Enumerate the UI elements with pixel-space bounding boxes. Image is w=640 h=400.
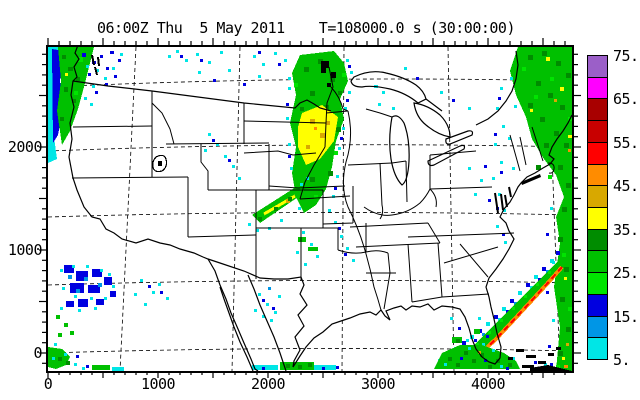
colorbar-swatch <box>587 315 608 339</box>
precip-gulf-bands <box>252 345 553 370</box>
precip-texas-specks <box>254 287 281 322</box>
colorbar-tick-label: 75. <box>613 47 639 65</box>
colorbar-tick-label: 55. <box>613 133 639 152</box>
colorbar-tick-label: 35. <box>613 220 639 239</box>
x-axis-tick-label: 1000 <box>140 375 176 393</box>
lakes-and-islands-filled <box>91 54 572 371</box>
great-lakes <box>350 71 474 186</box>
precip-colorado-specks <box>204 133 241 180</box>
colorbar-swatch <box>587 76 608 100</box>
colorbar-swatch <box>587 207 608 230</box>
y-axis-tick-label: 2000 <box>7 138 43 156</box>
colorbar-swatch <box>587 250 608 274</box>
coastlines <box>68 47 572 371</box>
colorbar-swatch <box>587 163 608 187</box>
plot-title: 06:00Z Thu 5 May 2011 T=108000.0 s (30:0… <box>96 19 516 37</box>
colorbar-swatch <box>587 272 608 295</box>
colorbar-tick-label: 15. <box>613 307 639 326</box>
colorbar-swatch <box>587 293 608 317</box>
cuba-coast <box>530 365 572 371</box>
colorbar-swatch <box>587 55 608 78</box>
precip-baja-socal <box>48 265 169 371</box>
colorbar-swatch <box>587 98 608 122</box>
precip-northeast <box>468 47 572 371</box>
colorbar-tick-label: 25. <box>613 264 639 283</box>
colorbar-swatch <box>587 141 608 165</box>
colorbar-swatch <box>587 185 608 208</box>
precip-midwest-band <box>248 51 355 266</box>
colorbar-swatch <box>587 120 608 143</box>
precip-northern-plains-specks <box>168 50 471 110</box>
colorbar-tick-label: 5. <box>613 351 631 369</box>
y-axis-tick-label: 0 <box>33 344 42 362</box>
colorbar-tick-label: 45. <box>613 177 639 196</box>
x-axis-tick-label: 2000 <box>250 375 286 393</box>
x-axis-tick-label: 0 <box>43 375 53 393</box>
state-borders <box>71 66 544 311</box>
map-frame <box>46 45 574 373</box>
colorbar-tick-label: 65. <box>613 90 639 109</box>
colorbar-swatch <box>587 228 608 252</box>
us-reflectivity-map <box>48 47 572 371</box>
x-axis-tick-label: 3000 <box>360 375 396 393</box>
colorbar-swatch <box>587 337 608 360</box>
precip-pacific-northwest <box>48 47 123 163</box>
x-axis-tick-label: 4000 <box>470 375 506 393</box>
reflectivity-colorbar <box>587 55 608 360</box>
y-axis-tick-label: 1000 <box>7 241 43 259</box>
